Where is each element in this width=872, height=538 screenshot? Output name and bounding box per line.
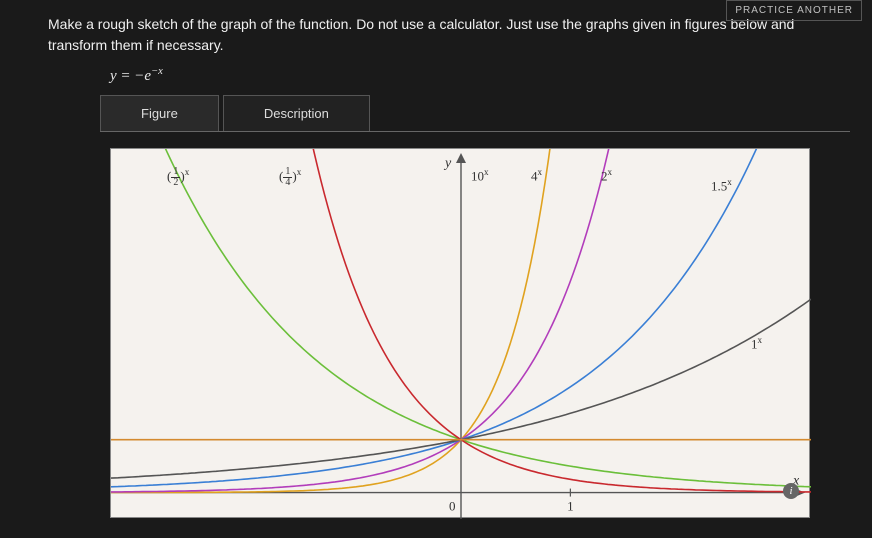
curve-label: 1.5x <box>711 177 732 194</box>
curve-label: 1x <box>751 335 762 352</box>
curve-label: 10x <box>471 167 489 184</box>
svg-text:1: 1 <box>567 499 574 514</box>
practice-another-button[interactable]: PRACTICE ANOTHER <box>726 0 862 21</box>
chart-area: 10yx i (12)x(14)x10x4x2x1.5x1x <box>110 148 810 518</box>
curve-label: (12)x <box>167 167 189 188</box>
tab-figure[interactable]: Figure <box>100 95 219 131</box>
curve-label: 4x <box>531 167 542 184</box>
tabs: Figure Description <box>100 95 850 132</box>
info-icon[interactable]: i <box>783 483 799 499</box>
tab-description[interactable]: Description <box>223 95 370 131</box>
formula: y = −e−x <box>0 62 872 95</box>
curve-label: 2x <box>601 167 612 184</box>
svg-text:0: 0 <box>449 499 456 514</box>
chart-svg: 10yx <box>111 149 811 519</box>
svg-text:y: y <box>443 156 452 171</box>
curve-label: (14)x <box>279 167 301 188</box>
